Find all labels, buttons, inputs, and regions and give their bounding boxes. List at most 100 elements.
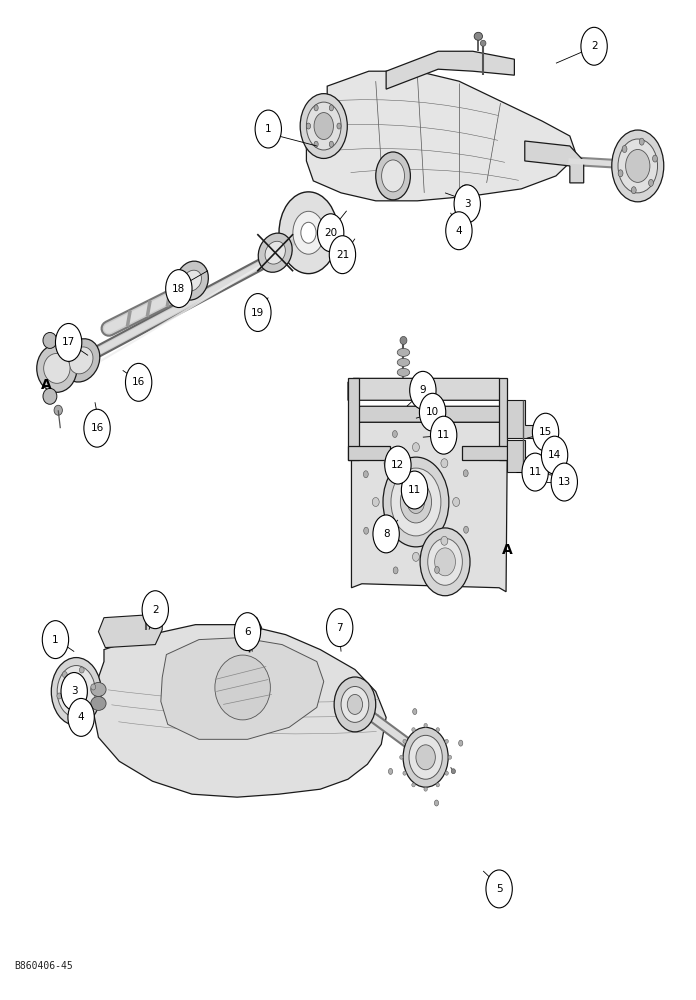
Ellipse shape	[43, 388, 57, 404]
Ellipse shape	[215, 655, 270, 720]
Ellipse shape	[337, 123, 341, 129]
Circle shape	[68, 698, 94, 736]
Text: 1: 1	[265, 124, 271, 134]
Ellipse shape	[612, 130, 664, 202]
Circle shape	[431, 416, 457, 454]
Circle shape	[84, 409, 110, 447]
Circle shape	[541, 436, 568, 474]
Ellipse shape	[434, 566, 439, 573]
Ellipse shape	[384, 536, 391, 545]
Ellipse shape	[428, 538, 462, 585]
Ellipse shape	[397, 368, 410, 376]
Text: 11: 11	[528, 467, 541, 477]
Ellipse shape	[397, 358, 410, 366]
Ellipse shape	[420, 528, 470, 596]
Ellipse shape	[52, 658, 101, 725]
Ellipse shape	[480, 40, 486, 46]
Circle shape	[373, 515, 400, 553]
Text: 21: 21	[336, 250, 349, 260]
Polygon shape	[348, 378, 359, 460]
Ellipse shape	[436, 728, 439, 732]
Ellipse shape	[397, 348, 410, 356]
Text: A: A	[502, 543, 513, 557]
Text: 3: 3	[464, 199, 470, 209]
Text: 11: 11	[408, 485, 421, 495]
Ellipse shape	[400, 755, 403, 759]
Ellipse shape	[57, 693, 62, 699]
Circle shape	[255, 110, 281, 148]
Ellipse shape	[445, 739, 448, 743]
Polygon shape	[93, 625, 386, 797]
Ellipse shape	[90, 682, 106, 696]
Circle shape	[532, 413, 559, 451]
Ellipse shape	[434, 800, 438, 806]
Ellipse shape	[452, 498, 459, 506]
Text: 7: 7	[336, 623, 343, 633]
Polygon shape	[386, 51, 514, 89]
Ellipse shape	[306, 123, 310, 129]
Ellipse shape	[451, 769, 455, 774]
Circle shape	[486, 870, 512, 908]
Ellipse shape	[279, 192, 338, 274]
Ellipse shape	[300, 94, 347, 158]
Polygon shape	[507, 440, 542, 472]
Ellipse shape	[381, 160, 404, 192]
Ellipse shape	[363, 471, 368, 478]
Ellipse shape	[412, 783, 416, 787]
Text: 18: 18	[172, 284, 185, 294]
Circle shape	[125, 363, 152, 401]
Text: 16: 16	[90, 423, 104, 433]
Circle shape	[42, 621, 69, 659]
Ellipse shape	[306, 102, 341, 150]
Circle shape	[385, 446, 411, 484]
Text: B860406-45: B860406-45	[14, 961, 72, 971]
Ellipse shape	[143, 609, 148, 615]
Ellipse shape	[43, 332, 57, 348]
Ellipse shape	[441, 536, 448, 545]
Ellipse shape	[65, 677, 88, 706]
Ellipse shape	[631, 187, 636, 194]
Ellipse shape	[400, 336, 407, 344]
Circle shape	[142, 591, 168, 629]
Ellipse shape	[258, 233, 292, 272]
Circle shape	[317, 214, 344, 252]
Ellipse shape	[314, 141, 318, 147]
Text: 2: 2	[152, 605, 159, 615]
Circle shape	[245, 294, 271, 331]
Ellipse shape	[412, 728, 416, 732]
Polygon shape	[507, 400, 542, 438]
Polygon shape	[348, 446, 390, 460]
Ellipse shape	[182, 270, 202, 291]
Ellipse shape	[569, 477, 574, 483]
Text: 17: 17	[62, 337, 75, 347]
Text: 15: 15	[539, 427, 552, 437]
Text: 1: 1	[52, 635, 58, 645]
Ellipse shape	[376, 152, 411, 200]
Circle shape	[551, 463, 578, 501]
Polygon shape	[499, 378, 507, 460]
Ellipse shape	[403, 727, 448, 787]
Ellipse shape	[640, 138, 644, 145]
Ellipse shape	[63, 339, 100, 382]
Ellipse shape	[329, 141, 333, 147]
Circle shape	[410, 371, 436, 409]
Ellipse shape	[69, 347, 93, 374]
Text: 11: 11	[437, 430, 450, 440]
Polygon shape	[351, 422, 507, 592]
Ellipse shape	[434, 430, 438, 437]
Ellipse shape	[424, 787, 427, 791]
Polygon shape	[351, 406, 507, 425]
Polygon shape	[161, 638, 324, 739]
Ellipse shape	[57, 666, 95, 717]
Ellipse shape	[424, 723, 427, 727]
Circle shape	[329, 236, 356, 274]
Polygon shape	[98, 615, 162, 648]
Ellipse shape	[175, 261, 208, 300]
Ellipse shape	[464, 470, 468, 477]
Ellipse shape	[448, 755, 452, 759]
Ellipse shape	[301, 222, 316, 243]
Ellipse shape	[409, 735, 442, 779]
Ellipse shape	[407, 491, 425, 513]
Polygon shape	[525, 141, 584, 183]
Ellipse shape	[44, 353, 70, 383]
